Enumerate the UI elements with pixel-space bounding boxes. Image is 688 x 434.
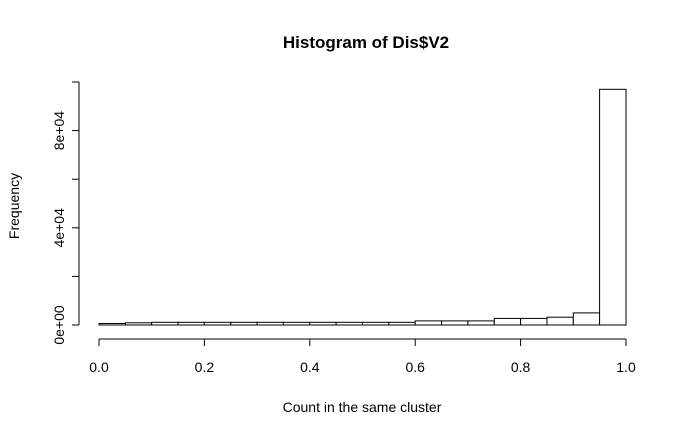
histogram-bar-8 [309,321,337,326]
histogram-bar-14 [467,320,495,326]
histogram-bar-0 [98,323,126,326]
x-tick-label-2: 0.4 [300,359,320,375]
x-tick-label-3: 0.6 [405,359,425,375]
x-axis-label: Count in the same cluster [283,399,442,415]
histogram-bar-4 [203,321,232,326]
y-tick-label-2: 4e+04 [51,208,67,248]
histogram-bar-1 [124,322,153,326]
histogram-bar-13 [441,320,469,326]
histogram-bar-3 [177,321,205,326]
x-tick-label-1: 0.2 [195,359,215,375]
histogram-bar-15 [493,317,522,326]
x-tick-label-5: 1.0 [616,359,636,375]
x-tick-label-4: 0.8 [511,359,531,375]
histogram-bar-2 [151,321,179,326]
histogram-bar-5 [230,321,258,326]
histogram-bar-11 [388,321,416,326]
chart-title: Histogram of Dis$V2 [283,33,449,52]
y-axis-label: Frequency [6,173,22,239]
histogram-bar-18 [572,312,601,326]
histogram-bar-16 [520,317,548,326]
histogram-bar-10 [362,321,390,326]
histogram-bar-19 [599,88,627,326]
histogram-bar-17 [546,316,574,326]
histogram-bar-7 [282,321,311,326]
x-tick-label-0: 0.0 [89,359,109,375]
histogram-bars [98,88,627,326]
x-axis: 0.0 0.2 0.4 0.6 0.8 1.0 [89,338,636,375]
y-tick-label-4: 8e+04 [51,111,67,151]
y-axis: 0e+00 4e+04 8e+04 [51,81,80,345]
histogram-bar-6 [256,321,284,326]
y-tick-label-0: 0e+00 [51,305,67,345]
histogram-bar-12 [414,320,443,326]
histogram-bar-9 [335,321,364,326]
